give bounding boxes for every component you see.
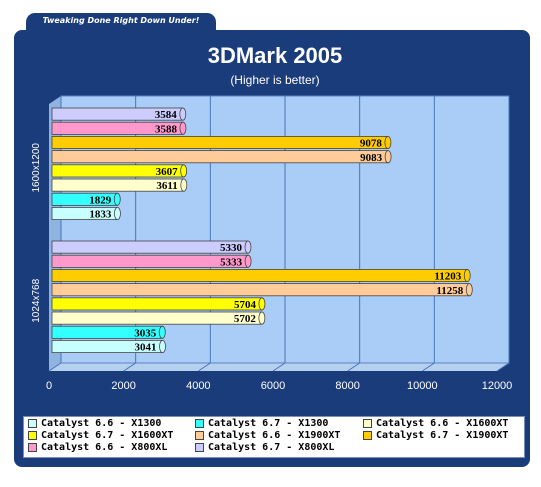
bar (51, 297, 263, 311)
x-tick-label: 2000 (111, 380, 135, 392)
bar-cap (384, 135, 392, 149)
bar-value-label: 5702 (234, 313, 257, 325)
legend-label: Catalyst 6.6 - X1300 (41, 418, 162, 429)
legend-item: Catalyst 6.7 - X1600XT (28, 430, 173, 441)
bar (51, 135, 389, 149)
chart-title: 3DMark 2005 (208, 43, 343, 68)
gridline-floor (48, 362, 62, 372)
legend-item: Catalyst 6.7 - X1900XT (363, 430, 508, 441)
legend-swatch (363, 431, 372, 440)
legend-swatch (195, 431, 204, 440)
legend-label: Catalyst 6.6 - X1600XT (376, 418, 509, 429)
x-tick-label: 0 (46, 380, 52, 392)
legend-label: Catalyst 6.7 - X800XL (208, 442, 335, 453)
legend-swatch (28, 419, 37, 428)
bar-value-label: 11203 (434, 271, 461, 283)
bar-cap (465, 283, 473, 297)
gridline-floor (496, 362, 510, 372)
bar-value-label: 3035 (134, 327, 157, 339)
bar-cap (244, 254, 252, 268)
bar (51, 268, 468, 282)
x-tick-label: 6000 (261, 380, 285, 392)
bar-value-label: 5330 (220, 242, 243, 254)
bar (51, 283, 470, 297)
bar-cap (113, 192, 121, 206)
legend-item: Catalyst 6.6 - X1900XT (195, 430, 340, 441)
legend-item: Catalyst 6.6 - X800XL (28, 442, 167, 453)
gridline-floor (272, 362, 286, 372)
bar-cap (180, 164, 188, 178)
bar (51, 150, 389, 164)
bar-value-label: 3607 (156, 166, 179, 178)
site-banner-text: Tweaking Done Right Down Under! (42, 16, 200, 25)
bar-value-label: 3611 (156, 180, 177, 192)
bar (51, 311, 263, 325)
x-tick-label: 10000 (407, 380, 438, 392)
legend-swatch (28, 431, 37, 440)
legend-swatch (28, 443, 37, 452)
legend-swatch (195, 443, 204, 452)
bar-value-label: 3041 (135, 342, 157, 354)
legend-label: Catalyst 6.7 - X1600XT (41, 430, 174, 441)
site-banner: Tweaking Done Right Down Under! (26, 13, 216, 31)
gridline-floor (198, 362, 211, 372)
bar-cap (159, 339, 166, 353)
legend-item: Catalyst 6.7 - X1300 (195, 418, 328, 429)
bar (51, 240, 249, 254)
bar-cap (114, 206, 121, 220)
bar-cap (258, 297, 266, 311)
bar-cap (158, 325, 166, 339)
bar-value-label: 11258 (436, 285, 463, 297)
x-tick-label: 4000 (186, 380, 210, 392)
bar-cap (244, 240, 252, 254)
bar-value-label: 3588 (155, 123, 178, 135)
bar-value-label: 9078 (360, 138, 383, 150)
legend-item: Catalyst 6.6 - X1600XT (363, 418, 508, 429)
legend-swatch (195, 419, 204, 428)
legend: Catalyst 6.6 - X1300 Catalyst 6.7 - X1300… (23, 416, 525, 458)
legend-swatch (363, 419, 372, 428)
y-category-label: 1600x1200 (31, 143, 42, 193)
bar-cap (258, 311, 266, 325)
bar-value-label: 9083 (360, 152, 383, 164)
bar-value-label: 1829 (89, 194, 112, 206)
bar-value-label: 5333 (220, 256, 243, 268)
legend-label: Catalyst 6.7 - X1300 (208, 418, 329, 429)
x-tick-label: 12000 (482, 380, 513, 392)
legend-label: Catalyst 6.6 - X1900XT (208, 430, 341, 441)
y-category-label: 1024x768 (31, 278, 42, 322)
chart-subtitle: (Higher is better) (230, 73, 319, 87)
legend-label: Catalyst 6.7 - X1900XT (376, 430, 509, 441)
bar-cap (179, 121, 187, 135)
plot-area: 0 2000 4000 6000 8000 10000 12000 1600x1200 3584… (31, 95, 513, 392)
bar-cap (384, 150, 392, 164)
x-tick-label: 8000 (335, 380, 359, 392)
bar-value-label: 1833 (89, 209, 112, 221)
legend-label: Catalyst 6.6 - X800XL (41, 442, 168, 453)
gridline-floor (123, 362, 136, 372)
bar-value-label: 3584 (155, 109, 178, 121)
gridline-floor (347, 362, 360, 372)
bar-cap (463, 268, 471, 282)
legend-item: Catalyst 6.6 - X1300 (28, 418, 161, 429)
gridline-floor (422, 362, 435, 372)
legend-item: Catalyst 6.7 - X800XL (195, 442, 334, 453)
bar-cap (180, 178, 188, 192)
bar (51, 254, 249, 268)
bar-cap (179, 107, 187, 121)
bar-value-label: 5704 (234, 299, 257, 311)
